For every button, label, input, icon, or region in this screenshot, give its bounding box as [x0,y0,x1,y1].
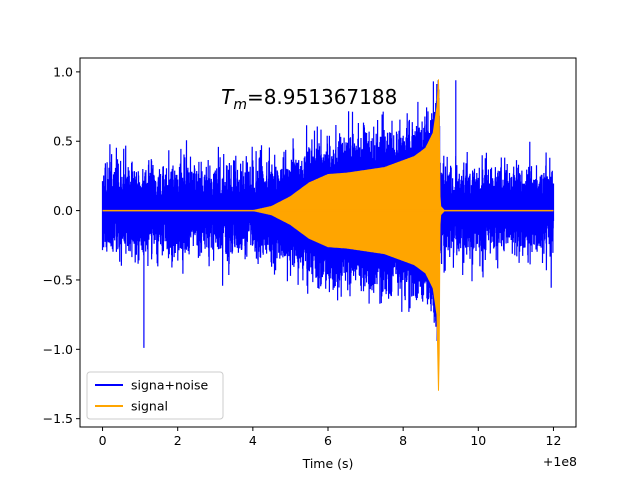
legend-label: signa+noise [131,378,209,393]
y-tick-label: 1.0 [53,64,73,79]
x-tick-label: 4 [249,433,257,448]
x-axis-label: Time (s) [302,456,354,471]
plot-area [101,79,555,391]
y-tick-label: 0.5 [53,134,73,149]
x-tick-label: 8 [399,433,407,448]
x-tick-label: 2 [174,433,182,448]
legend-label: signal [131,399,168,414]
y-tick-label: 0.0 [53,203,73,218]
axes: 0 2 4 6 8 10 12 1.0 0.5 0.0 −0.5 −1.0 −1.5 [43,57,577,448]
x-tick-label: 12 [546,433,562,448]
x-axis-offset-label: +1e8 [543,454,577,469]
legend: signa+noise signal [86,371,224,420]
y-tick-label: −1.0 [43,342,73,357]
x-tick-label: 10 [470,433,486,448]
legend-box [86,371,224,420]
y-tick-label: −0.5 [43,272,73,287]
x-tick-label: 0 [99,433,107,448]
y-tick-label: −1.5 [43,411,73,426]
tm-annotation: Tm=8.951367188 [221,85,397,113]
x-tick-label: 6 [324,433,332,448]
